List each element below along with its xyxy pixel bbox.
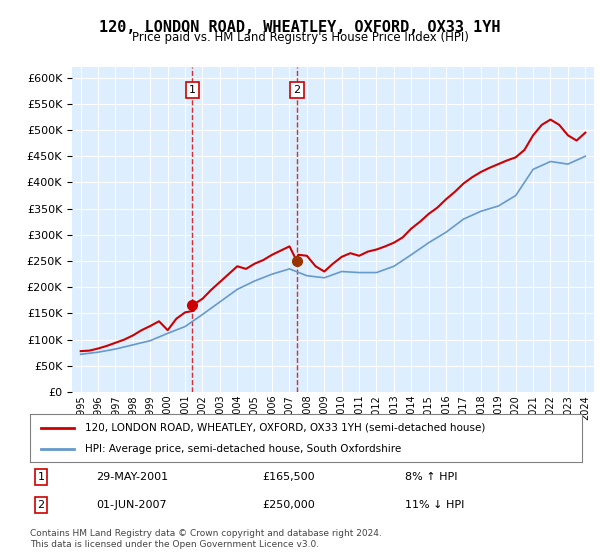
Text: 120, LONDON ROAD, WHEATLEY, OXFORD, OX33 1YH (semi-detached house): 120, LONDON ROAD, WHEATLEY, OXFORD, OX33… — [85, 423, 485, 433]
Text: 11% ↓ HPI: 11% ↓ HPI — [406, 500, 465, 510]
Text: 2: 2 — [293, 85, 301, 95]
Text: £165,500: £165,500 — [262, 472, 314, 482]
Text: £250,000: £250,000 — [262, 500, 314, 510]
Text: 29-MAY-2001: 29-MAY-2001 — [96, 472, 169, 482]
Text: Contains HM Land Registry data © Crown copyright and database right 2024.
This d: Contains HM Land Registry data © Crown c… — [30, 529, 382, 549]
Text: Price paid vs. HM Land Registry's House Price Index (HPI): Price paid vs. HM Land Registry's House … — [131, 31, 469, 44]
Text: 2: 2 — [37, 500, 44, 510]
Text: 1: 1 — [189, 85, 196, 95]
Text: HPI: Average price, semi-detached house, South Oxfordshire: HPI: Average price, semi-detached house,… — [85, 444, 401, 454]
Text: 120, LONDON ROAD, WHEATLEY, OXFORD, OX33 1YH: 120, LONDON ROAD, WHEATLEY, OXFORD, OX33… — [99, 20, 501, 35]
Text: 1: 1 — [38, 472, 44, 482]
Text: 01-JUN-2007: 01-JUN-2007 — [96, 500, 167, 510]
Text: 8% ↑ HPI: 8% ↑ HPI — [406, 472, 458, 482]
